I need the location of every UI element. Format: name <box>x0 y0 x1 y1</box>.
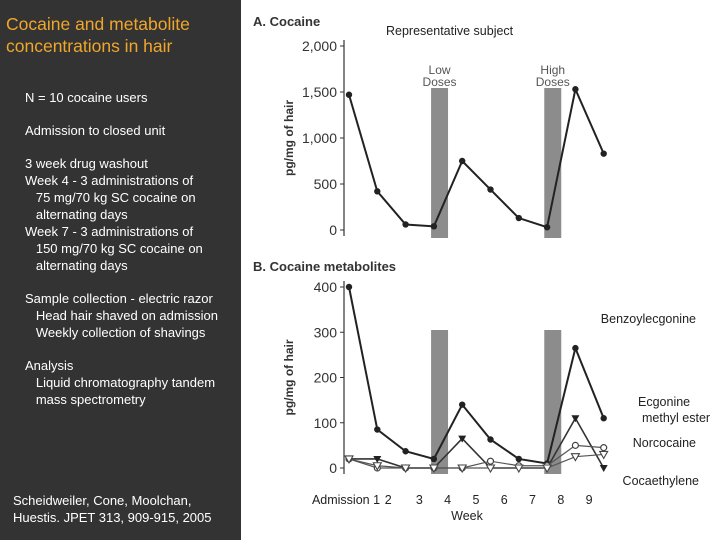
panel-b-ytick-label: 400 <box>314 279 338 295</box>
series-line-2 <box>348 444 604 469</box>
series-point <box>598 450 609 460</box>
series-point <box>486 457 495 465</box>
panel-b-ylabel: pg/mg of hair <box>282 339 296 415</box>
series-point <box>599 465 608 472</box>
slide-title: Cocaine and metabolite concentrations in… <box>6 14 190 56</box>
panel-b-ytick-label: 300 <box>314 324 338 340</box>
series-point <box>542 464 553 474</box>
x-tick-label: 8 <box>557 493 564 507</box>
series-point <box>400 464 411 474</box>
series-point <box>374 426 381 433</box>
panel-a-title: A. Cocaine <box>253 14 320 29</box>
panel-a-band-1 <box>544 88 562 238</box>
panel-a-point <box>543 224 551 231</box>
series-point <box>344 455 354 465</box>
series-point <box>515 455 522 463</box>
analysis-text: Analysis Liquid chromatography tandem ma… <box>25 358 216 407</box>
left-panel: Cocaine and metabolite concentrations in… <box>0 0 241 540</box>
x-tick-label: 9 <box>586 493 593 507</box>
panel-b-band-0 <box>431 330 449 474</box>
x-tick-label: 5 <box>472 493 479 507</box>
panel-b-ytick-label: 100 <box>314 415 338 431</box>
series-point <box>571 441 579 449</box>
series-point <box>570 453 581 462</box>
panel-a-band-label-0: Low Doses <box>423 63 457 89</box>
x-tick-label: 6 <box>501 493 508 507</box>
citation-text: Scheidweiler, Cone, Moolchan, Huestis. J… <box>13 493 212 525</box>
panel-a-point <box>402 221 409 228</box>
panel-a-point <box>459 157 466 165</box>
admission-text: Admission to closed unit <box>25 123 166 138</box>
series-point <box>458 435 467 443</box>
panel-a-series-line <box>348 85 605 229</box>
panel-a-point <box>430 223 438 230</box>
series-label-2: Norcocaine <box>633 436 696 450</box>
series-point <box>372 462 383 471</box>
panel-a-point <box>572 86 579 93</box>
panel-a-band-0 <box>431 88 449 238</box>
panel-a-subtitle: Representative subject <box>386 24 514 38</box>
x-tick-label: 3 <box>416 493 423 507</box>
panel-a-ytick-label: 2,000 <box>302 38 337 54</box>
panel-b-title: B. Cocaine metabolites <box>253 259 396 274</box>
panel-a-band-label-1: High Doses <box>536 63 570 89</box>
series-line-0 <box>348 286 605 465</box>
series-line-1 <box>349 416 605 469</box>
x-axis-label: Week <box>451 509 483 523</box>
panel-b-ytick-label: 200 <box>314 370 338 386</box>
panel-a-ytick-label: 1,000 <box>302 130 337 146</box>
x-tick-label: 2 <box>385 493 392 507</box>
panel-a-point <box>487 186 494 193</box>
panel-a-ytick-label: 0 <box>329 222 337 238</box>
panel-a-ylabel: pg/mg of hair <box>282 100 296 176</box>
series-point <box>459 401 466 408</box>
panel-b: B. Cocaine metabolites 0 100 200 300 400 pg/mg… <box>253 259 710 523</box>
n-users-text: N = 10 cocaine users <box>25 90 148 105</box>
series-point <box>487 436 494 443</box>
series-point <box>571 415 580 423</box>
washout-text: 3 week drug washout Week 4 - 3 administr… <box>25 156 203 273</box>
series-point <box>513 464 524 474</box>
panel-a-point <box>345 91 353 98</box>
series-point <box>345 283 353 291</box>
panel-b-band-1 <box>544 330 562 474</box>
x-tick-label: Admission 1 <box>312 493 380 507</box>
figure-panel: A. Cocaine Representative subject 0 500 1,00… <box>241 0 720 540</box>
series-point <box>457 464 468 474</box>
panel-a-ytick-label: 1,500 <box>302 84 337 100</box>
series-label-0: Benzoylecgonine <box>601 312 696 326</box>
series-label-3: Cocaethylene <box>623 474 699 488</box>
panel-b-ytick-label: 0 <box>329 460 337 476</box>
series-point <box>373 455 382 463</box>
series-point <box>600 444 608 452</box>
series-point <box>485 464 496 474</box>
series-line-3 <box>348 453 604 469</box>
series-label-1: Ecgonine methyl ester <box>638 395 710 425</box>
panel-a-point <box>374 188 381 195</box>
panel-a-point <box>515 214 522 222</box>
series-point <box>402 448 409 455</box>
panel-a: A. Cocaine Representative subject 0 500 1,00… <box>253 14 607 238</box>
panel-a-ytick-label: 500 <box>314 176 338 192</box>
series-point <box>430 455 438 463</box>
sample-collection-text: Sample collection - electric razor Head … <box>25 291 218 340</box>
figure-svg: A. Cocaine Representative subject 0 500 1,00… <box>253 14 710 523</box>
x-tick-label: 7 <box>529 493 536 507</box>
series-point <box>572 344 579 352</box>
x-tick-label: 4 <box>444 493 451 507</box>
series-point <box>600 415 607 422</box>
panel-a-point <box>600 150 607 157</box>
series-point <box>428 464 439 474</box>
